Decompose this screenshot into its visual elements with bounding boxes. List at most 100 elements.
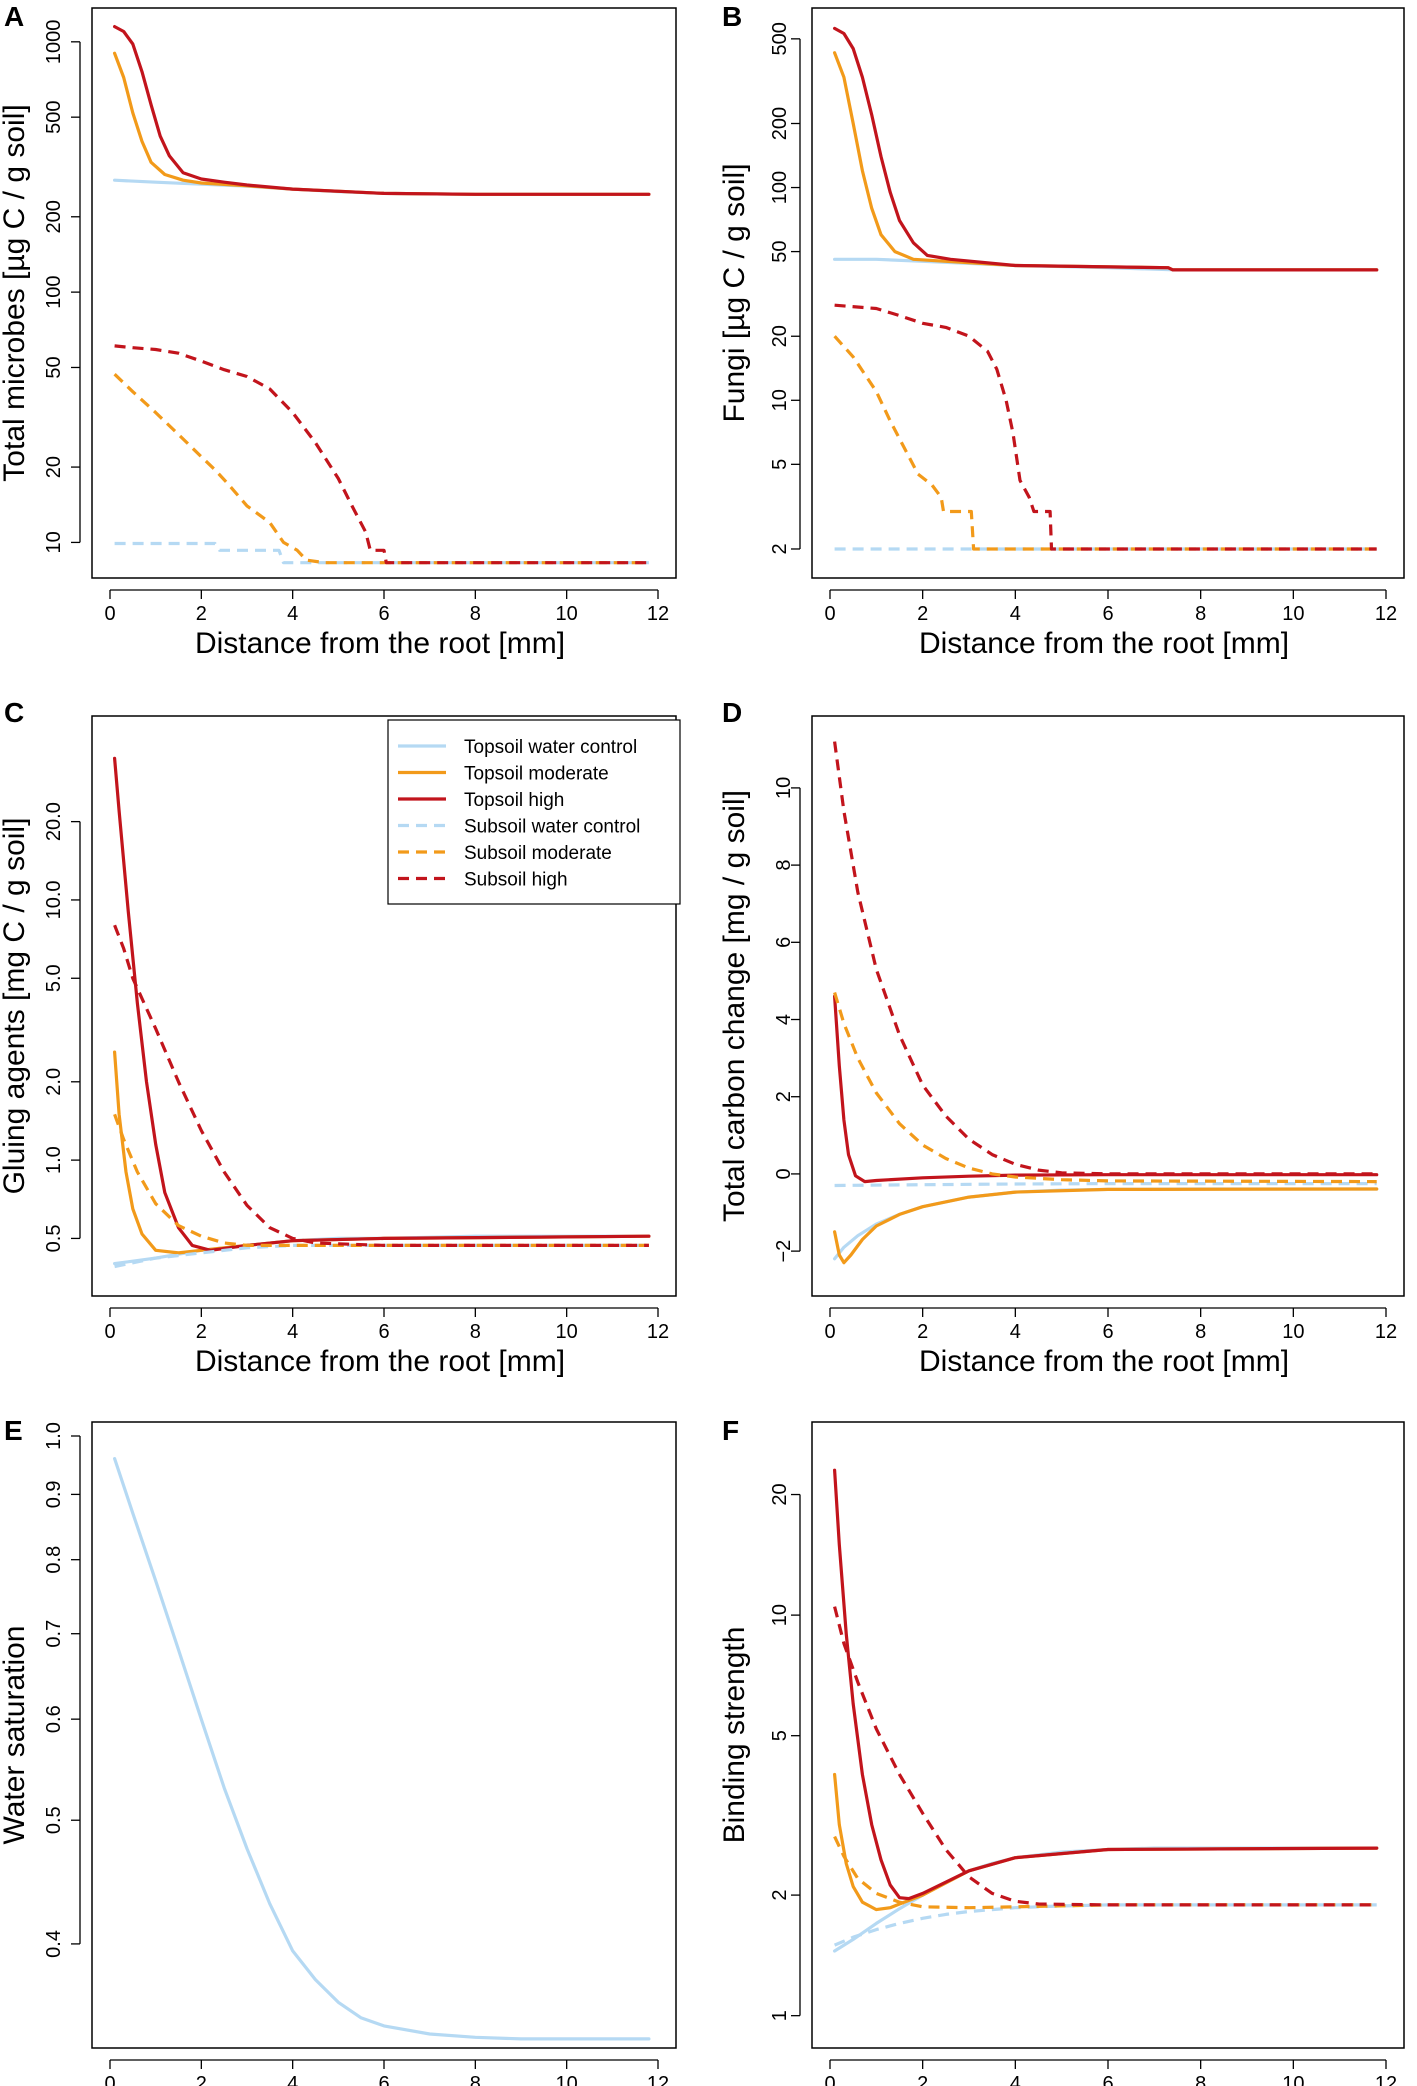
x-tick-label: 6: [1102, 2073, 1113, 2086]
series-group: [113, 25, 651, 565]
x-tick-label: 2: [917, 2073, 928, 2086]
y-axis-title: Fungi [µg C / g soil]: [718, 163, 751, 422]
x-tick-label: 0: [104, 1321, 115, 1343]
x-tick-label: 10: [556, 603, 578, 625]
y-tick-label: 10: [769, 1604, 791, 1626]
x-tick-label: 8: [470, 603, 481, 625]
y-tick-label: 100: [769, 171, 791, 204]
y-tick-label: 10: [773, 777, 795, 799]
y-tick-label: 5.0: [43, 964, 65, 992]
x-tick-label: 6: [378, 2073, 389, 2086]
x-axis-title: Distance from the root [mm]: [195, 1345, 565, 1378]
series-line-topsoil-moderate: [113, 1050, 651, 1255]
y-axis-title: Total carbon change [mg / g soil]: [718, 790, 751, 1222]
y-tick-label: 20: [769, 325, 791, 347]
series-line-topsoil-water-control: [113, 1457, 651, 2041]
x-tick-label: 2: [917, 1321, 928, 1343]
panel-e: E024681012Distance from the root [mm]0.4…: [0, 1415, 677, 2086]
x-tick-label: 12: [1375, 2073, 1397, 2086]
y-tick-label: 10: [43, 531, 65, 553]
x-tick-label: 2: [917, 603, 928, 625]
x-tick-label: 6: [1102, 1321, 1113, 1343]
x-tick-label: 0: [824, 2073, 835, 2086]
x-tick-label: 10: [1282, 1321, 1304, 1343]
x-tick-label: 4: [1010, 603, 1021, 625]
legend: Topsoil water control Topsoil moderate Top…: [387, 719, 681, 905]
y-tick-label: 200: [769, 107, 791, 140]
x-tick-label: 2: [196, 2073, 207, 2086]
x-axis-title: Distance from the root [mm]: [195, 627, 565, 660]
x-tick-label: 8: [1195, 603, 1206, 625]
x-tick-label: 12: [647, 2073, 669, 2086]
series-line-topsoil-high: [113, 756, 651, 1252]
panel-letter: D: [722, 697, 742, 728]
x-tick-label: 8: [1195, 2073, 1206, 2086]
y-tick-label: 0.5: [43, 1806, 65, 1834]
panel-d: D 0 2 4 6 8 10 12 Distance from the root [mm] −2 0…: [718, 697, 1405, 1378]
y-tick-label: 5: [769, 1730, 791, 1741]
y-tick-label: 500: [769, 22, 791, 55]
panel-letter: C: [4, 697, 24, 728]
y-tick-label: 6: [773, 937, 795, 948]
y-tick-label: 10.0: [43, 880, 65, 919]
series-line-topsoil-moderate: [833, 51, 1379, 272]
x-tick-label: 4: [287, 1321, 298, 1343]
y-axis-title: Water saturation: [0, 1626, 31, 1845]
legend-label: Topsoil moderate: [464, 764, 609, 785]
y-axis-title: Binding strength: [718, 1627, 751, 1844]
series-group: [833, 26, 1379, 551]
plot-frame: [811, 7, 1405, 579]
y-tick-label: 0.6: [43, 1705, 65, 1733]
plot-frame: [811, 715, 1405, 1297]
series-group: [113, 1457, 651, 2041]
series-line-topsoil-moderate: [113, 51, 651, 196]
series-line-subsoil-high: [833, 741, 1377, 1176]
y-axis-title: Total microbes [µg C / g soil]: [0, 104, 31, 481]
x-tick-label: 12: [647, 1321, 669, 1343]
x-tick-label: 2: [196, 603, 207, 625]
y-tick-label: 20: [769, 1483, 791, 1505]
y-tick-label: 2.0: [43, 1068, 65, 1096]
series-line-subsoil-moderate: [833, 992, 1377, 1184]
y-tick-label: 0.4: [43, 1930, 65, 1958]
series-line-topsoil-high: [113, 25, 651, 196]
panel-letter: F: [722, 1415, 739, 1446]
x-tick-label: 6: [378, 603, 389, 625]
plot-frame: [811, 1421, 1405, 2049]
y-tick-label: 0.8: [43, 1546, 65, 1574]
series-line-subsoil-water-control: [833, 1903, 1377, 1947]
series-line-subsoil-water-control: [834, 1182, 1377, 1188]
x-tick-label: 12: [1375, 603, 1397, 625]
series-line-subsoil-water-control: [114, 1243, 649, 1269]
panel-letter: B: [722, 1, 742, 32]
y-tick-label: 1000: [43, 20, 65, 65]
y-tick-label: 100: [43, 275, 65, 308]
series-line-topsoil-high: [833, 1468, 1379, 1901]
series-line-subsoil-moderate: [113, 1113, 649, 1247]
y-tick-label: 200: [43, 200, 65, 233]
legend-label: Subsoil high: [464, 870, 568, 891]
y-tick-label: 1: [769, 2010, 791, 2021]
x-tick-label: 6: [1102, 603, 1113, 625]
panel-letter: E: [4, 1415, 23, 1446]
series-line-subsoil-water-control: [114, 541, 649, 565]
x-tick-label: 10: [1282, 2073, 1304, 2086]
x-tick-label: 6: [378, 1321, 389, 1343]
y-tick-label: 0.7: [43, 1620, 65, 1648]
x-tick-label: 8: [1195, 1321, 1206, 1343]
x-tick-label: 4: [287, 2073, 298, 2086]
y-tick-label: 1.0: [43, 1146, 65, 1174]
x-tick-label: 8: [470, 1321, 481, 1343]
x-tick-label: 2: [196, 1321, 207, 1343]
panel-f: F024681012Distance from the root [mm]125…: [718, 1415, 1405, 2086]
y-tick-label: 10: [769, 389, 791, 411]
series-line-subsoil-moderate: [113, 373, 649, 565]
x-tick-label: 0: [104, 2073, 115, 2086]
plot-frame: [91, 1421, 677, 2049]
series-line-topsoil-high: [833, 26, 1379, 272]
series-group: [833, 1468, 1379, 1953]
series-line-topsoil-moderate: [833, 1187, 1379, 1265]
y-tick-label: 8: [773, 860, 795, 871]
